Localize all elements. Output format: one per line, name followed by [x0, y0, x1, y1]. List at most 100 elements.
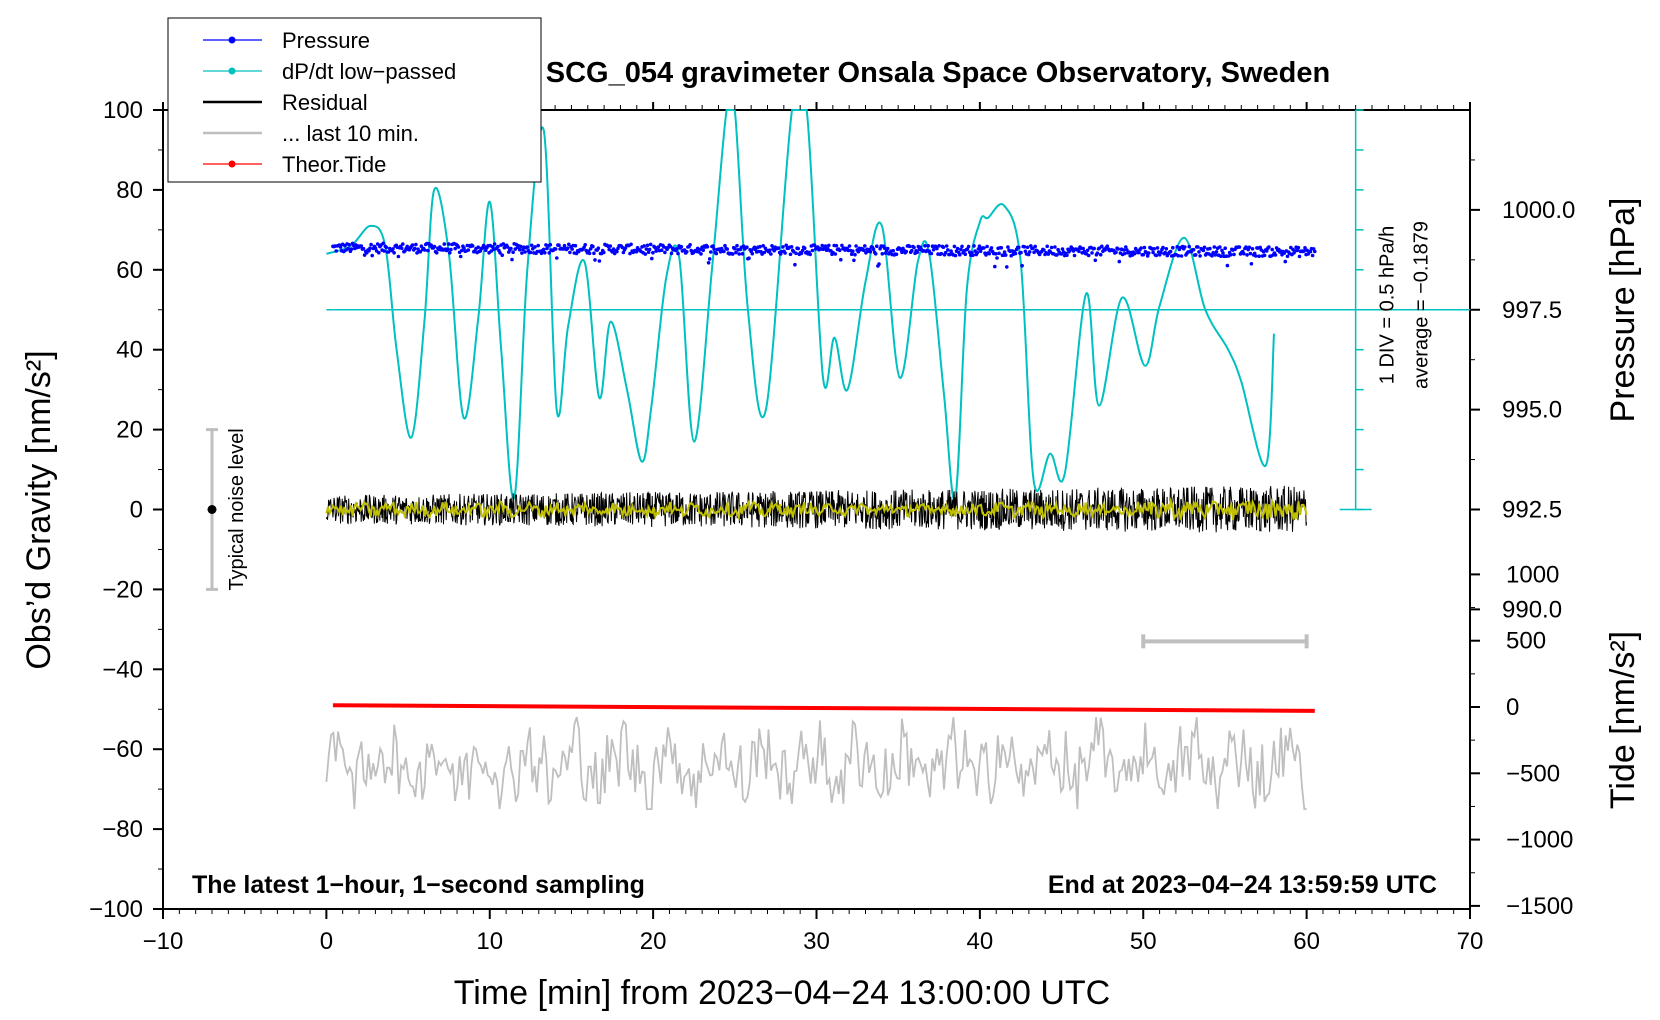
pressure-point — [646, 250, 651, 254]
pressure-point — [761, 244, 765, 248]
pressure-point — [698, 247, 702, 252]
pressure-point — [1244, 245, 1248, 249]
pressure-point — [1164, 247, 1169, 251]
y-axis-label: Obs’d Gravity [nm/s²] — [20, 350, 58, 669]
pressure-point — [349, 247, 354, 251]
pressure-point — [1125, 248, 1129, 252]
pressure-point — [651, 250, 655, 255]
pressure-point — [338, 245, 343, 249]
legend-label: ... last 10 min. — [282, 121, 419, 146]
pressure-point — [1285, 254, 1290, 259]
pressure-point — [926, 244, 930, 248]
pressure-point — [1267, 245, 1271, 249]
pressure-point — [894, 252, 899, 257]
pressure-point — [591, 244, 595, 249]
pressure-point — [1147, 251, 1151, 255]
pressure-point — [375, 242, 380, 246]
pressure-point — [768, 248, 772, 252]
tide-axis-label: Tide [nm/s²] — [1604, 631, 1642, 809]
pressure-point — [369, 242, 373, 247]
pressure-point — [1085, 248, 1090, 253]
pressure-point — [539, 251, 544, 256]
pressure-point — [1161, 245, 1165, 250]
x-axis-label: Time [min] from 2023−04−24 13:00:00 UTC — [454, 974, 1110, 1012]
pressure-point — [725, 247, 729, 251]
pressure-point — [978, 249, 983, 253]
residual-smoothed-series — [325, 497, 1308, 522]
pressure-point — [770, 244, 774, 248]
pressure-point — [401, 242, 405, 246]
pressure-point — [701, 248, 705, 252]
pressure-point — [1095, 251, 1100, 255]
pressure-point — [496, 244, 500, 249]
pressure-point — [1270, 247, 1274, 252]
pressure-point — [923, 244, 927, 248]
pressure-point — [642, 244, 646, 248]
pressure-point — [1027, 250, 1032, 254]
pressure-point — [1013, 251, 1018, 256]
pressure-point — [1105, 244, 1110, 248]
pressure-point — [840, 243, 844, 248]
pressure-point — [953, 253, 958, 258]
pressure-point — [1025, 245, 1030, 250]
pressure-point — [1249, 262, 1254, 266]
pressure-point — [971, 253, 975, 257]
noise-bar-center — [207, 505, 217, 514]
pressure-point — [1168, 249, 1173, 254]
tide-line — [332, 703, 1315, 713]
pressure-point — [910, 248, 914, 253]
pressure-point — [789, 245, 794, 249]
pressure-point — [1117, 259, 1122, 264]
pressure-point — [776, 246, 781, 250]
pressure-point — [644, 247, 649, 251]
pressure-point — [359, 244, 364, 248]
pressure-point — [1297, 254, 1302, 259]
pressure-point — [470, 244, 475, 248]
pressure-point — [839, 257, 843, 262]
dpdt-line — [326, 109, 1275, 501]
pressure-point — [712, 247, 716, 251]
pressure-point — [650, 256, 654, 261]
pressure-point — [875, 244, 879, 248]
pressure-point — [707, 257, 712, 261]
pressure-point — [737, 252, 741, 256]
pressure-point — [837, 248, 842, 253]
pressure-point — [1201, 248, 1206, 253]
pressure-point — [1308, 249, 1313, 254]
pressure-point — [960, 244, 964, 249]
pressure-point — [847, 244, 852, 248]
pressure-point — [1191, 247, 1196, 252]
pressure-point — [1155, 246, 1160, 250]
pressure-point — [976, 247, 981, 251]
pressure-point — [413, 246, 417, 251]
pressure-point — [952, 244, 957, 249]
pressure-point — [466, 248, 471, 252]
x-tick-label: 30 — [803, 928, 830, 955]
pressure-point — [871, 247, 876, 251]
pressure-point — [1124, 245, 1128, 249]
pressure-point — [565, 246, 570, 250]
pressure-point — [747, 256, 751, 261]
y-tick-label: 60 — [116, 257, 143, 284]
pressure-point — [719, 246, 724, 251]
pressure-point — [972, 244, 976, 248]
pressure-point — [628, 251, 632, 256]
pressure-point — [368, 246, 372, 250]
pressure-point — [1002, 250, 1007, 254]
pressure-point — [1193, 253, 1198, 257]
pressure-point — [1141, 252, 1146, 257]
residual-series — [325, 485, 1308, 533]
pressure-point — [1116, 247, 1120, 251]
tide-tick-label: −500 — [1506, 760, 1560, 787]
pressure-point — [733, 246, 737, 251]
pressure-point — [676, 251, 680, 256]
pressure-point — [1152, 247, 1156, 251]
pressure-point — [460, 248, 464, 253]
pressure-point — [1213, 253, 1218, 257]
pressure-point — [810, 248, 815, 253]
pressure-point — [381, 241, 386, 246]
tide-tick-label: 1000 — [1506, 561, 1559, 588]
pressure-point — [1033, 244, 1037, 249]
pressure-point — [833, 252, 838, 256]
